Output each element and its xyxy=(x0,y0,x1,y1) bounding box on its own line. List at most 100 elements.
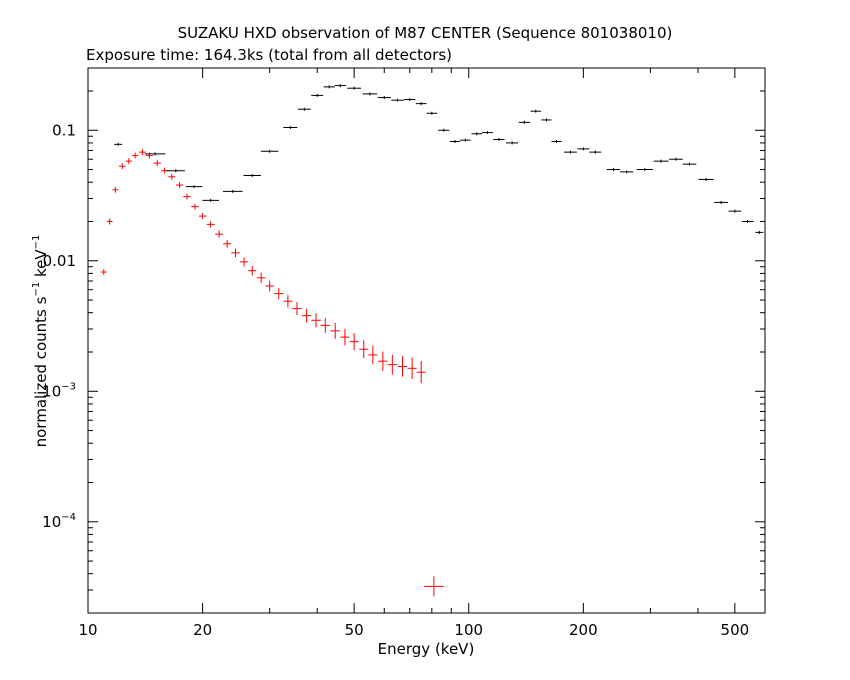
data-point xyxy=(362,92,378,96)
x-tick-label: 500 xyxy=(721,621,750,639)
data-point xyxy=(168,173,176,180)
data-point xyxy=(347,86,362,90)
data-point xyxy=(166,169,185,173)
data-point xyxy=(265,280,274,292)
data-point xyxy=(340,328,350,346)
data-point xyxy=(397,356,408,377)
data-point xyxy=(231,248,240,258)
y-tick-label: 10−4 xyxy=(42,512,76,531)
data-point xyxy=(106,218,113,225)
data-point xyxy=(589,150,602,154)
data-point xyxy=(551,140,562,144)
chart-subtitle: Exposure time: 164.3ks (total from all d… xyxy=(86,46,452,64)
data-point xyxy=(198,213,207,220)
data-point xyxy=(283,295,293,308)
data-point xyxy=(175,182,184,189)
data-point xyxy=(359,340,369,359)
data-point xyxy=(653,159,669,163)
data-point xyxy=(377,96,391,100)
data-point xyxy=(223,239,232,248)
data-point xyxy=(714,200,728,204)
y-tick-label: 0.01 xyxy=(43,252,76,270)
data-point xyxy=(311,93,324,97)
x-tick-label: 100 xyxy=(454,621,483,639)
data-point xyxy=(334,84,346,88)
y-tick-label: 10−3 xyxy=(42,381,76,400)
data-point xyxy=(423,576,444,597)
data-point xyxy=(206,221,215,228)
data-point xyxy=(118,163,126,170)
data-point xyxy=(349,333,359,351)
data-point xyxy=(669,157,683,161)
data-marks xyxy=(100,84,764,597)
data-point xyxy=(297,107,311,111)
data-point xyxy=(202,198,219,202)
data-point xyxy=(407,357,417,380)
data-point xyxy=(114,142,123,146)
data-point xyxy=(391,98,404,102)
data-point xyxy=(323,85,335,89)
data-point xyxy=(125,158,132,165)
data-point xyxy=(131,152,139,159)
data-point xyxy=(415,102,427,106)
data-point xyxy=(577,147,590,151)
chart-title: SUZAKU HXD observation of M87 CENTER (Se… xyxy=(178,24,673,42)
data-point xyxy=(320,317,330,333)
data-point xyxy=(311,313,321,328)
data-point xyxy=(185,185,203,189)
data-point xyxy=(138,149,146,156)
data-point xyxy=(682,162,697,166)
data-point xyxy=(493,137,505,141)
data-point xyxy=(183,193,191,200)
data-point xyxy=(698,177,714,181)
data-point xyxy=(741,219,754,223)
data-point xyxy=(460,138,471,142)
data-point xyxy=(606,168,621,172)
x-tick-label: 50 xyxy=(345,621,364,639)
x-tick-label: 10 xyxy=(78,621,97,639)
data-point xyxy=(301,308,312,323)
data-point xyxy=(541,118,552,122)
data-point xyxy=(449,140,461,144)
data-point xyxy=(153,160,161,167)
data-point xyxy=(755,230,764,234)
data-point xyxy=(505,141,519,145)
data-point xyxy=(330,323,341,339)
data-point xyxy=(378,351,388,371)
data-point xyxy=(368,345,378,365)
data-point xyxy=(274,287,284,300)
data-point xyxy=(256,272,266,284)
data-point xyxy=(239,257,249,267)
data-point xyxy=(416,361,426,384)
y-axis-label: normalized counts s−1 keV−1 xyxy=(31,235,50,448)
y-tick-label: 0.1 xyxy=(52,121,76,139)
data-point xyxy=(482,131,493,135)
data-point xyxy=(292,302,302,316)
x-tick-label: 20 xyxy=(193,621,212,639)
data-point xyxy=(248,265,257,276)
data-point xyxy=(387,354,398,375)
data-point xyxy=(243,174,261,178)
x-tick-label: 200 xyxy=(569,621,598,639)
data-point xyxy=(283,126,298,130)
x-axis-label: Energy (keV) xyxy=(378,640,475,658)
data-point xyxy=(636,168,653,172)
plot-frame xyxy=(87,67,766,614)
data-point xyxy=(191,203,199,210)
data-point xyxy=(260,149,279,153)
data-point xyxy=(518,120,531,124)
axis-ticks: 10 20 50 100 200 500 0.1 0.01 10−3 10−4 xyxy=(42,68,766,639)
data-point xyxy=(471,132,483,136)
data-point xyxy=(620,170,634,174)
data-point xyxy=(564,150,577,154)
data-point xyxy=(112,186,119,193)
data-point xyxy=(144,152,166,156)
data-point xyxy=(728,209,742,213)
data-point xyxy=(100,269,107,276)
data-point xyxy=(223,189,243,193)
data-point xyxy=(426,111,438,115)
data-point xyxy=(530,109,542,113)
data-point xyxy=(215,230,224,238)
data-point xyxy=(404,98,416,102)
